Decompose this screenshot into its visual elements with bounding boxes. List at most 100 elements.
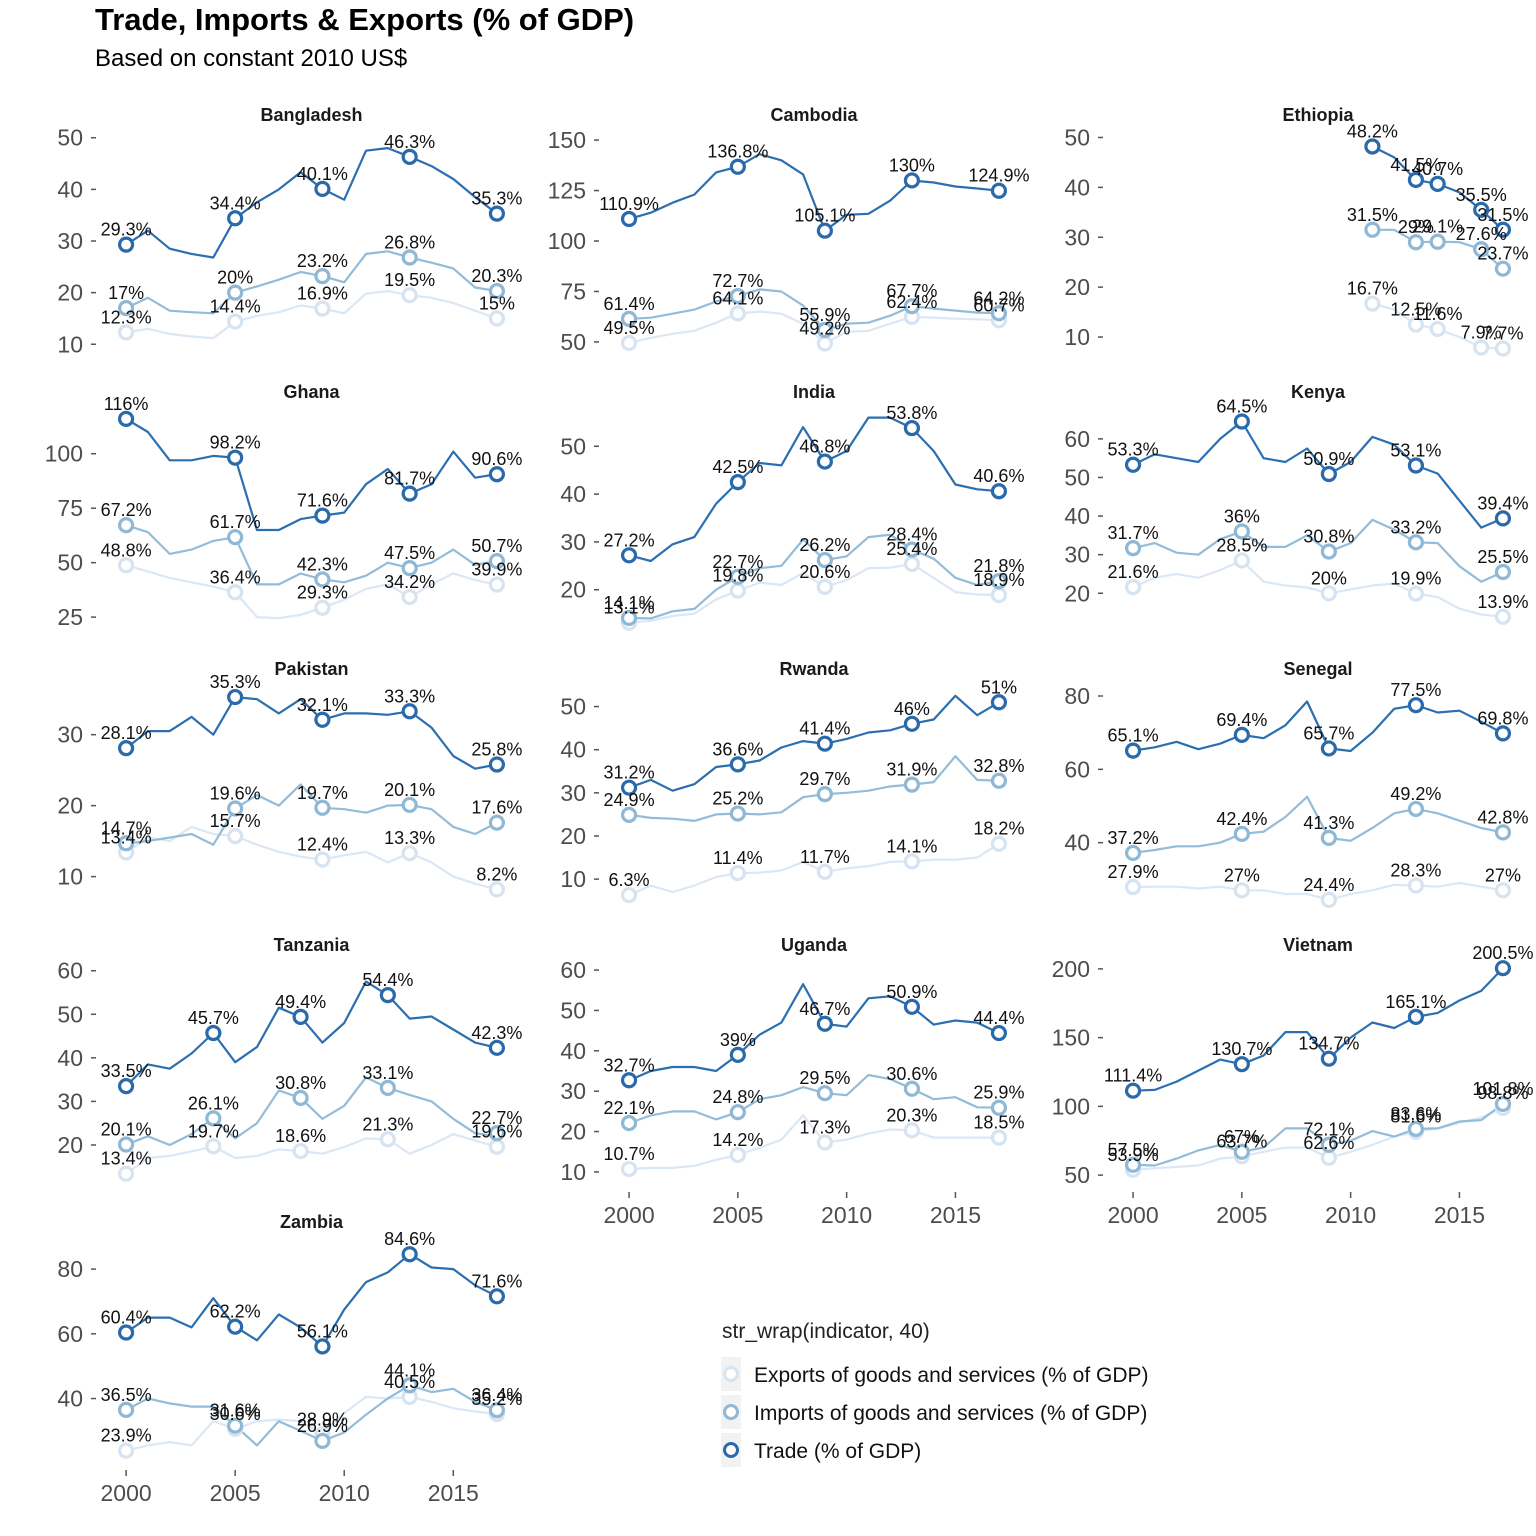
data-label: 29.1% bbox=[1412, 217, 1463, 237]
data-point bbox=[1494, 960, 1512, 977]
data-label: 39.9% bbox=[471, 560, 522, 580]
series-line-2 bbox=[628, 755, 999, 822]
data-point bbox=[1494, 510, 1512, 527]
chart-subtitle: Based on constant 2010 US$ bbox=[95, 45, 408, 72]
data-label: 28.1% bbox=[101, 723, 152, 743]
panel-title: Ethiopia bbox=[1283, 105, 1355, 125]
data-point bbox=[620, 210, 638, 228]
data-label: 18.9% bbox=[973, 570, 1024, 590]
data-label: 98.2% bbox=[210, 433, 261, 453]
data-point bbox=[1429, 233, 1446, 250]
data-label: 62.6% bbox=[1303, 1133, 1354, 1153]
data-label: 130% bbox=[889, 155, 935, 175]
data-label: 27% bbox=[1485, 865, 1521, 885]
series-line-2 bbox=[125, 524, 498, 586]
data-label: 23.2% bbox=[297, 251, 348, 271]
series-line-1 bbox=[125, 1133, 498, 1175]
data-label: 8.2% bbox=[476, 864, 517, 884]
data-label: 136.8% bbox=[707, 142, 768, 162]
legend-label-2: Imports of goods and services (% of GDP) bbox=[754, 1402, 1147, 1425]
y-tick-label: 50 bbox=[57, 550, 83, 576]
x-tick-label: 2010 bbox=[1325, 1202, 1376, 1228]
data-label: 30.8% bbox=[1303, 527, 1354, 547]
data-point bbox=[1407, 457, 1425, 474]
data-point bbox=[1124, 742, 1142, 759]
data-label: 40.7% bbox=[1412, 159, 1463, 179]
data-point bbox=[1494, 608, 1512, 625]
data-point bbox=[816, 1134, 833, 1151]
data-point bbox=[488, 466, 506, 483]
panel-senegal: Senegal 40 60 80 27.9% 27% 24.4% 28.3% 27% 37.2% 4… bbox=[1064, 659, 1528, 908]
series-line-1 bbox=[125, 825, 498, 891]
data-point bbox=[1407, 534, 1425, 551]
panel-bangladesh: Bangladesh 10 20 30 40 50 12.3% 14.4% 16.9% 19.5%… bbox=[57, 105, 522, 357]
series-line-1 bbox=[629, 1114, 999, 1171]
data-label: 54.4% bbox=[362, 970, 413, 990]
data-point bbox=[314, 1432, 331, 1450]
panel-title: Senegal bbox=[1283, 659, 1352, 679]
y-tick-label: 50 bbox=[1064, 124, 1090, 150]
data-label: 46.3% bbox=[384, 132, 435, 152]
data-point bbox=[117, 740, 135, 757]
data-label: 12.4% bbox=[297, 835, 348, 855]
data-label: 71.6% bbox=[297, 491, 348, 511]
data-label: 24.4% bbox=[1303, 875, 1354, 895]
data-point bbox=[314, 300, 331, 317]
y-tick-label: 20 bbox=[1064, 274, 1090, 300]
data-point bbox=[620, 1160, 638, 1178]
series-line-1 bbox=[125, 1395, 498, 1452]
data-label: 32.8% bbox=[973, 756, 1024, 776]
y-tick-label: 20 bbox=[560, 823, 586, 849]
data-point bbox=[990, 772, 1008, 789]
data-point bbox=[1320, 1050, 1337, 1067]
data-label: 64.2% bbox=[973, 288, 1024, 308]
data-label: 14.4% bbox=[210, 297, 261, 317]
data-point bbox=[1233, 413, 1250, 430]
data-point bbox=[401, 588, 418, 606]
data-label: 67% bbox=[1224, 1127, 1260, 1147]
legend-label-1: Exports of goods and services (% of GDP) bbox=[754, 1364, 1149, 1387]
data-label: 37.2% bbox=[1108, 828, 1159, 848]
y-tick-label: 75 bbox=[57, 495, 83, 521]
data-point bbox=[1124, 1156, 1142, 1173]
x-tick-label: 2000 bbox=[1107, 1202, 1158, 1228]
data-point bbox=[401, 703, 418, 720]
data-point bbox=[990, 483, 1008, 500]
data-label: 10.7% bbox=[604, 1144, 655, 1164]
data-label: 83.6% bbox=[1390, 1104, 1441, 1124]
data-point bbox=[729, 568, 746, 585]
panel-title: Bangladesh bbox=[260, 105, 362, 125]
y-tick-label: 10 bbox=[560, 1159, 586, 1185]
data-point bbox=[314, 268, 331, 285]
data-point bbox=[990, 1129, 1008, 1146]
data-point bbox=[1494, 824, 1512, 841]
data-point bbox=[1407, 1120, 1425, 1138]
data-point bbox=[117, 557, 135, 574]
data-label: 36.4% bbox=[210, 567, 261, 587]
data-label: 19.7% bbox=[188, 1121, 239, 1141]
data-label: 21.6% bbox=[1108, 562, 1159, 582]
data-point bbox=[488, 205, 506, 222]
data-point bbox=[816, 335, 833, 352]
y-tick-label: 10 bbox=[560, 866, 586, 892]
data-point bbox=[1233, 1056, 1250, 1073]
data-label: 13.4% bbox=[101, 1149, 152, 1169]
data-point bbox=[379, 1079, 396, 1097]
data-point bbox=[117, 1078, 135, 1095]
data-label: 39% bbox=[720, 1030, 756, 1050]
x-tick-label: 2000 bbox=[101, 1480, 152, 1506]
data-label: 28.3% bbox=[1390, 861, 1441, 881]
series-line-2 bbox=[1132, 795, 1504, 854]
y-tick-label: 60 bbox=[57, 958, 83, 984]
y-tick-label: 50 bbox=[1064, 464, 1090, 490]
data-point bbox=[620, 779, 638, 796]
data-point bbox=[227, 210, 244, 227]
y-tick-label: 60 bbox=[1064, 756, 1090, 782]
data-point bbox=[488, 576, 506, 593]
y-tick-label: 150 bbox=[548, 127, 586, 153]
data-label: 29% bbox=[1398, 217, 1434, 237]
data-point bbox=[1320, 740, 1337, 757]
y-tick-label: 40 bbox=[560, 1038, 586, 1064]
data-label: 11.7% bbox=[800, 847, 850, 867]
data-label: 29.5% bbox=[799, 1068, 850, 1088]
